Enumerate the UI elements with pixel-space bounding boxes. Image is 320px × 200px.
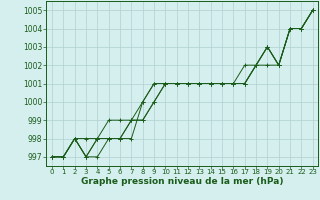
X-axis label: Graphe pression niveau de la mer (hPa): Graphe pression niveau de la mer (hPa) [81,177,284,186]
